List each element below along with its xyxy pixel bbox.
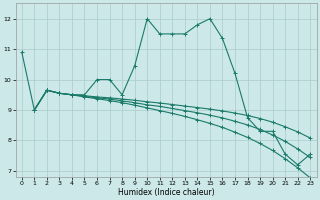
X-axis label: Humidex (Indice chaleur): Humidex (Indice chaleur) [118, 188, 214, 197]
